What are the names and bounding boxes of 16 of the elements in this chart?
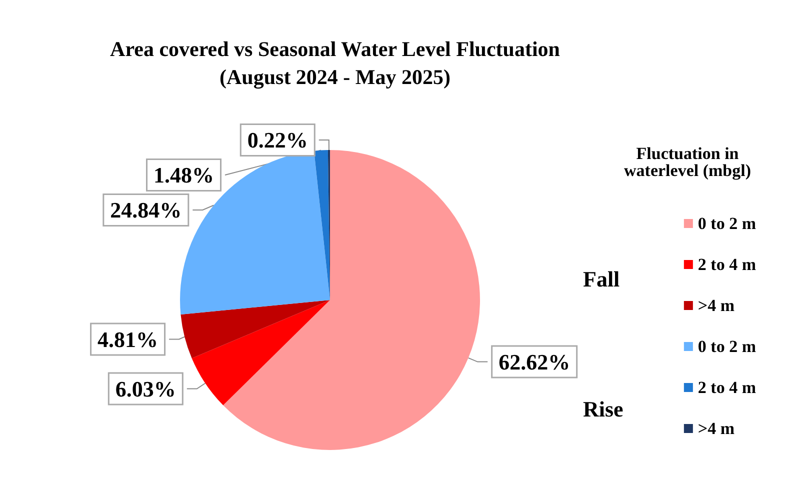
legend-label: 2 to 4 m bbox=[698, 255, 756, 274]
data-label: 6.03% bbox=[115, 376, 176, 402]
legend-title: Fluctuation in waterlevel (mbgl) bbox=[624, 144, 752, 180]
text: Fall bbox=[583, 266, 620, 292]
chart-title: Area covered vs Seasonal Water Level Fluctuation (August 2024 - May 2025) bbox=[110, 37, 560, 89]
legend-label: 0 to 2 m bbox=[698, 337, 756, 356]
legend-label: >4 m bbox=[698, 296, 735, 315]
data-label: 0.22% bbox=[247, 128, 308, 153]
data-label: 62.62% bbox=[498, 349, 570, 374]
data-label: 4.81% bbox=[98, 326, 158, 352]
data-label: 1.48% bbox=[154, 162, 214, 188]
legend-label: 2 to 4 m bbox=[698, 378, 756, 397]
legend-label: 0 to 2 m bbox=[698, 214, 756, 233]
data-label: 24.84% bbox=[110, 198, 182, 223]
text: Rise bbox=[583, 396, 624, 422]
legend-label: >4 m bbox=[698, 419, 735, 438]
